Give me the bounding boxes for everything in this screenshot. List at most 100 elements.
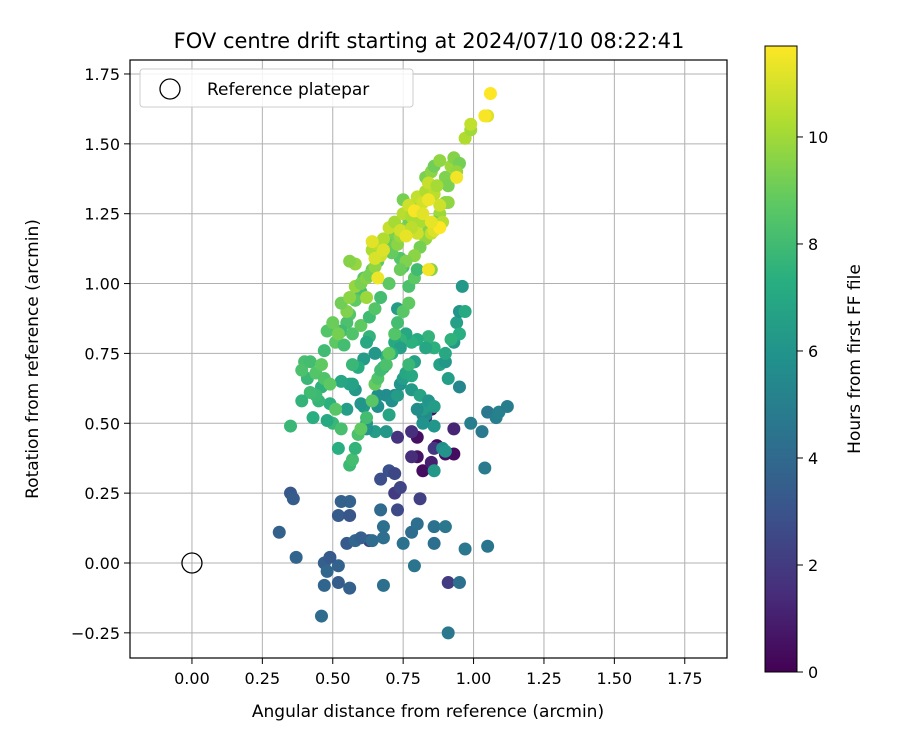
data-point (374, 291, 388, 305)
legend: Reference platepar (139, 68, 414, 108)
data-point (323, 550, 337, 564)
data-point (371, 271, 385, 285)
data-point (295, 363, 309, 377)
data-point (354, 531, 368, 545)
data-point (331, 327, 345, 341)
data-point (360, 335, 374, 349)
x-tick-label: 0.25 (245, 669, 281, 688)
data-point (444, 332, 458, 346)
x-tick-label: 0.00 (174, 669, 210, 688)
data-points (181, 87, 514, 640)
data-point (331, 576, 345, 590)
data-point (320, 564, 334, 578)
data-point (376, 578, 390, 592)
data-point (368, 346, 382, 360)
data-point (438, 346, 452, 360)
data-point (345, 358, 359, 372)
x-tick-label: 1.00 (456, 669, 492, 688)
data-point (481, 539, 495, 553)
data-point (376, 243, 390, 257)
data-point (410, 517, 424, 531)
x-tick-label: 1.75 (667, 669, 703, 688)
data-point (424, 215, 438, 229)
data-point (450, 170, 464, 184)
data-point (334, 422, 348, 436)
colorbar-tick-label: 8 (808, 235, 818, 254)
data-point (354, 318, 368, 332)
colorbar: 0 2 4 6 8 10 Hours from first FF file (764, 45, 865, 682)
y-tick-label: 0.25 (84, 484, 120, 503)
data-point (314, 609, 328, 623)
data-point (303, 355, 317, 369)
data-point (402, 358, 416, 372)
data-point (458, 304, 472, 318)
data-point (345, 327, 359, 341)
y-tick-label: 0.75 (84, 344, 120, 363)
data-point (464, 117, 478, 131)
data-point (334, 495, 348, 509)
data-point (343, 508, 357, 522)
data-point (303, 386, 317, 400)
data-point (354, 422, 368, 436)
data-point (427, 536, 441, 550)
data-point (365, 534, 379, 548)
y-tick-label: 0.50 (84, 414, 120, 433)
data-point (365, 235, 379, 249)
data-point (376, 232, 390, 246)
data-point (413, 492, 427, 506)
data-point (419, 341, 433, 355)
y-tick-label: 1.00 (84, 275, 120, 294)
y-tick-label: 1.50 (84, 135, 120, 154)
data-point (391, 388, 405, 402)
colorbar-tick-label: 4 (808, 449, 818, 468)
data-point (379, 358, 393, 372)
x-tick-label: 1.25 (526, 669, 562, 688)
data-point (410, 402, 424, 416)
data-point (286, 492, 300, 506)
data-point (374, 472, 388, 486)
data-point (388, 467, 402, 481)
x-tick-label: 0.75 (385, 669, 421, 688)
data-point (329, 402, 343, 416)
data-point (452, 380, 466, 394)
y-tick-label: −0.25 (71, 624, 120, 643)
data-point (478, 109, 492, 123)
data-point (348, 441, 362, 455)
data-point (365, 394, 379, 408)
data-point (410, 263, 424, 277)
data-point (391, 503, 405, 517)
data-point (393, 263, 407, 277)
data-point (433, 198, 447, 212)
data-point (458, 542, 472, 556)
data-point (391, 430, 405, 444)
data-point (382, 346, 396, 360)
y-axis-ticks: −0.25 0.00 0.25 0.50 0.75 1.00 1.25 1.50 1.75 (71, 65, 130, 643)
x-axis-label: Angular distance from reference (arcmin) (252, 702, 604, 722)
data-point (438, 520, 452, 534)
plot-frame (129, 59, 728, 659)
data-point (441, 576, 455, 590)
data-point (441, 372, 455, 386)
data-point (396, 536, 410, 550)
colorbar-tick-label: 2 (808, 556, 818, 575)
data-point (343, 291, 357, 305)
legend-box (139, 68, 414, 108)
y-tick-label: 1.75 (84, 65, 120, 84)
data-point (331, 508, 345, 522)
data-point (374, 503, 388, 517)
data-point (331, 441, 345, 455)
data-point (379, 425, 393, 439)
data-point (289, 550, 303, 564)
data-point (483, 87, 497, 101)
data-point (306, 411, 320, 425)
data-point (427, 419, 441, 433)
data-point (284, 419, 298, 433)
data-point (399, 229, 413, 243)
data-point (455, 279, 469, 293)
data-point (320, 413, 334, 427)
data-point (345, 453, 359, 467)
data-point (407, 559, 421, 573)
data-point (422, 330, 435, 344)
data-point (416, 464, 430, 478)
data-point (405, 425, 419, 439)
